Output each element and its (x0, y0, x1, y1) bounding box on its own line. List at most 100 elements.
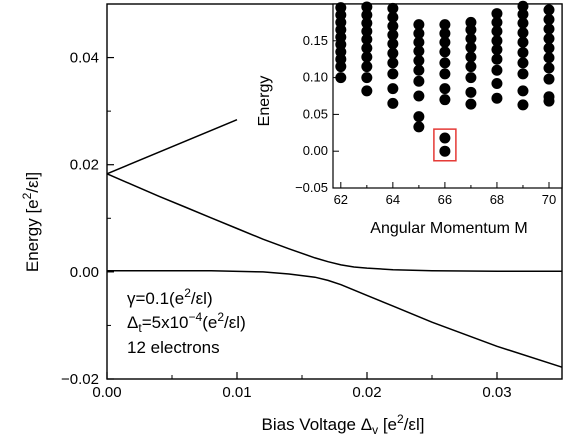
inset-point (361, 33, 373, 45)
inset-point (387, 38, 399, 50)
inset-point (335, 2, 347, 14)
inset-point (439, 83, 451, 95)
main-y-tick-label: 0.04 (70, 50, 99, 67)
inset-point (387, 20, 399, 32)
inset-point (517, 36, 529, 48)
inset-x-tick-label: 66 (438, 192, 452, 207)
inset-point (361, 61, 373, 73)
inset-point (543, 4, 555, 16)
annotation-gamma: γ=0.1(e2/εl) (127, 286, 213, 308)
main-x-tick-label: 0.03 (482, 384, 511, 401)
inset-point (517, 85, 529, 97)
main-series-line-2 (106, 173, 562, 273)
inset-point (517, 47, 529, 59)
annotation-block: γ=0.1(e2/εl) Δt=5x10−4(e2/εl) 12 electro… (127, 286, 246, 357)
inset-point (439, 46, 451, 58)
inset-y-tick-label: 0.05 (303, 106, 328, 121)
inset-point (413, 45, 425, 57)
main-series-line-1 (106, 119, 238, 175)
inset-x-tick-label: 68 (490, 192, 504, 207)
inset-point (413, 19, 425, 31)
inset-point (543, 33, 555, 45)
inset-point (465, 51, 477, 63)
inset-y-tick-label: −0.05 (295, 180, 328, 195)
inset-y-ticks: −0.05 0.00 0.05 0.10 0.15 (295, 33, 339, 195)
inset-point (413, 36, 425, 48)
main-y-ticks: −0.02 0.00 0.02 0.04 (61, 50, 114, 388)
inset-y-tick-label: 0.15 (303, 33, 328, 48)
inset-point (387, 68, 399, 80)
inset-x-tick-label: 64 (386, 192, 400, 207)
main-x-tick-label: 0.01 (222, 384, 251, 401)
inset-point (413, 90, 425, 102)
inset-point (361, 42, 373, 54)
inset-point (465, 98, 477, 110)
inset-point (439, 132, 451, 144)
inset-point (361, 51, 373, 63)
inset-point (465, 16, 477, 28)
main-x-ticks: 0.00 0.01 0.02 0.03 (92, 372, 512, 401)
inset-point (517, 99, 529, 111)
main-y-axis-label: Energy [e2/εl] (20, 172, 42, 272)
inset-point (517, 17, 529, 29)
inset-point (439, 36, 451, 48)
inset-point (413, 64, 425, 76)
main-y-tick-label: 0.02 (70, 157, 99, 174)
inset-points (335, 0, 555, 157)
inset-point (387, 83, 399, 95)
inset-point (413, 27, 425, 39)
inset-point (543, 62, 555, 74)
inset-point (361, 25, 373, 37)
inset-point (543, 42, 555, 54)
inset-point (491, 44, 503, 56)
inset-plot-frame (332, 3, 563, 189)
inset-point (387, 57, 399, 69)
inset-x-tick-label: 62 (334, 192, 348, 207)
inset-point (491, 8, 503, 20)
inset-point (465, 41, 477, 53)
main-x-axis-label: Bias Voltage Δv [e2/εl] (262, 412, 425, 437)
inset-point (361, 17, 373, 29)
inset-point (543, 73, 555, 85)
inset-point (439, 68, 451, 80)
inset-point (491, 64, 503, 76)
inset-x-ticks: 62 64 66 68 70 (334, 182, 556, 207)
main-lines (106, 119, 563, 368)
highlight-box (433, 128, 457, 162)
inset-y-axis-label: Energy (256, 76, 273, 127)
main-series-line-3 (107, 270, 563, 368)
inset-point (439, 94, 451, 106)
inset-point (491, 92, 503, 104)
inset-point (491, 25, 503, 37)
inset-point (387, 29, 399, 41)
inset-point (517, 57, 529, 69)
inset-x-tick-label: 70 (542, 192, 556, 207)
inset-point (517, 8, 529, 20)
inset-point (387, 97, 399, 109)
inset-point (517, 68, 529, 80)
main-x-tick-label: 0.00 (92, 384, 121, 401)
inset-point (439, 57, 451, 69)
main-y-tick-label: 0.00 (70, 264, 99, 281)
annotation-electrons: 12 electrons (127, 338, 220, 357)
inset-point (465, 86, 477, 98)
inset-point (439, 27, 451, 39)
inset-plot: 62 64 66 68 70 −0.05 0.00 0.05 0.10 0.15 Angular… (256, 0, 563, 237)
inset-point (543, 91, 555, 103)
inset-point (439, 145, 451, 157)
inset-point (465, 72, 477, 84)
inset-x-axis-label: Angular Momentum M (370, 220, 527, 237)
inset-point (335, 72, 347, 84)
inset-point (413, 75, 425, 87)
inset-point (439, 19, 451, 31)
inset-point (361, 1, 373, 13)
inset-point (361, 72, 373, 84)
main-plot: 0.00 0.01 0.02 0.03 −0.020.000.020.04 Bias … (20, 3, 563, 437)
inset-point (413, 121, 425, 133)
inset-point (543, 13, 555, 25)
inset-point (517, 0, 529, 12)
inset-point (387, 2, 399, 14)
inset-y-tick-label: 0.00 (303, 143, 328, 158)
inset-point (543, 52, 555, 64)
